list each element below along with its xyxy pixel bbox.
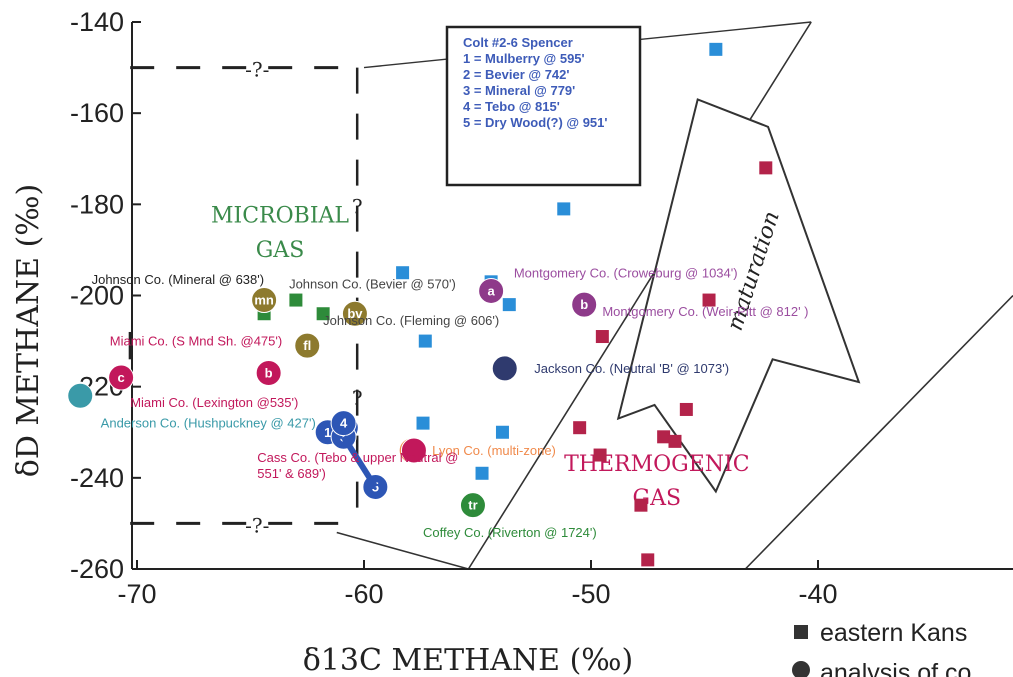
data-point-circle [459, 492, 486, 519]
data-point-square [289, 293, 303, 307]
maturation-arrow [616, 98, 861, 494]
data-point-square [475, 466, 489, 480]
x-axis-title: δ13C METHANE (‰) [303, 643, 634, 677]
data-point-square [668, 434, 682, 448]
legend-square-marker [794, 625, 808, 639]
data-point-circle [571, 291, 598, 318]
data-point-square [595, 330, 609, 344]
data-point-square [502, 298, 516, 312]
data-point-circle [108, 364, 135, 391]
data-point-circle [400, 437, 427, 464]
data-point-square [573, 421, 587, 435]
question-mark: ? [352, 194, 363, 218]
spencer-box-line: 3 = Mineral @ 779' [463, 83, 575, 98]
spencer-box-line: 5 = Dry Wood(?) @ 951' [463, 115, 607, 130]
data-point-square [634, 498, 648, 512]
point-annotation: Miami Co. (S Mnd Sh. @475') [110, 334, 282, 349]
point-annotation: Miami Co. (Lexington @535') [130, 395, 298, 410]
x-tick-label: -50 [571, 579, 610, 609]
point-annotation: Lyon Co. (multi-zone) [432, 443, 556, 458]
data-point-label: bv [347, 306, 363, 321]
thermogenic-right-boundary [744, 294, 1013, 570]
data-point-square [641, 553, 655, 567]
data-point-square [759, 161, 773, 175]
legend-squares-label: eastern Kans [820, 619, 967, 647]
spencer-box-title: Colt #2-6 Spencer [463, 35, 573, 50]
y-tick-label: -260 [70, 554, 124, 584]
data-point-circle [341, 300, 368, 327]
y-tick-label: -240 [70, 463, 124, 493]
y-axis-title: δD METHANE (‰) [11, 184, 46, 477]
data-point-circle [67, 382, 94, 409]
data-point-label: b [580, 297, 588, 312]
spencer-connector [341, 435, 378, 489]
data-point-label: b [265, 365, 273, 380]
legend-circles-label: analysis of co [820, 659, 971, 677]
question-mark: -?- [245, 514, 269, 538]
data-point-square [418, 334, 432, 348]
data-point-square [416, 416, 430, 430]
data-point-square [709, 42, 723, 56]
data-point-circle [251, 287, 278, 314]
data-point-label: 1 [324, 425, 331, 440]
point-annotation: Anderson Co. (Hushpuckney @ 427') [101, 416, 316, 431]
data-point-square [679, 402, 693, 416]
question-mark: ? [352, 386, 363, 410]
point-annotation: 551' & 689') [257, 466, 326, 481]
data-point-square [396, 266, 410, 280]
data-point-label: tr [468, 498, 477, 513]
spencer-legend-box [445, 25, 642, 187]
x-tick-label: -60 [344, 579, 383, 609]
data-point-square [657, 430, 671, 444]
data-point-square [593, 448, 607, 462]
data-point-label: 4 [340, 416, 348, 431]
thermogenic-gas-label-line1: THERMOGENIC [564, 452, 749, 477]
data-point-circle [255, 359, 282, 386]
point-annotation: Johnson Co. (Mineral @ 638') [92, 272, 264, 287]
point-annotation: Montgomery Co. (Weir-Pitt @ 812' ) [602, 304, 808, 319]
spencer-box-line: 1 = Mulberry @ 595' [463, 51, 585, 66]
legend-circle-marker [792, 661, 810, 677]
data-point-circle [330, 410, 357, 437]
data-point-circle [491, 355, 518, 382]
data-point-label: fl [303, 338, 311, 353]
data-point-label: a [488, 283, 496, 298]
question-mark: -?- [245, 58, 269, 82]
x-tick-label: -70 [117, 579, 156, 609]
data-point-label: c [117, 370, 124, 385]
y-tick-label: -180 [70, 189, 124, 219]
y-tick-label: -160 [70, 98, 124, 128]
microbial-gas-label-line2: GAS [256, 238, 305, 263]
point-annotation: Jackson Co. (Neutral 'B' @ 1073') [534, 361, 729, 376]
spencer-box-line: 2 = Bevier @ 742' [463, 67, 569, 82]
spencer-box-line: 4 = Tebo @ 815' [463, 99, 560, 114]
point-annotation: Coffey Co. (Riverton @ 1724') [423, 525, 597, 540]
data-point-square [557, 202, 571, 216]
data-point-circle [478, 277, 505, 304]
y-tick-label: -200 [70, 281, 124, 311]
y-tick-label: -140 [70, 7, 124, 37]
point-annotation: Cass Co. (Tebo & upper Neutral @ [257, 450, 458, 465]
data-point-square [702, 293, 716, 307]
point-annotation: Johnson Co. (Fleming @ 606') [323, 313, 499, 328]
x-tick-label: -40 [798, 579, 837, 609]
microbial-gas-label-line1: MICROBIAL [211, 204, 349, 229]
data-point-square [495, 425, 509, 439]
point-annotation: Johnson Co. (Bevier @ 570') [289, 277, 456, 292]
data-point-label: mn [254, 293, 274, 308]
data-point-square [316, 307, 330, 321]
data-point-circle [294, 332, 321, 359]
point-annotation: Montgomery Co. (Croweburg @ 1034') [514, 265, 738, 280]
